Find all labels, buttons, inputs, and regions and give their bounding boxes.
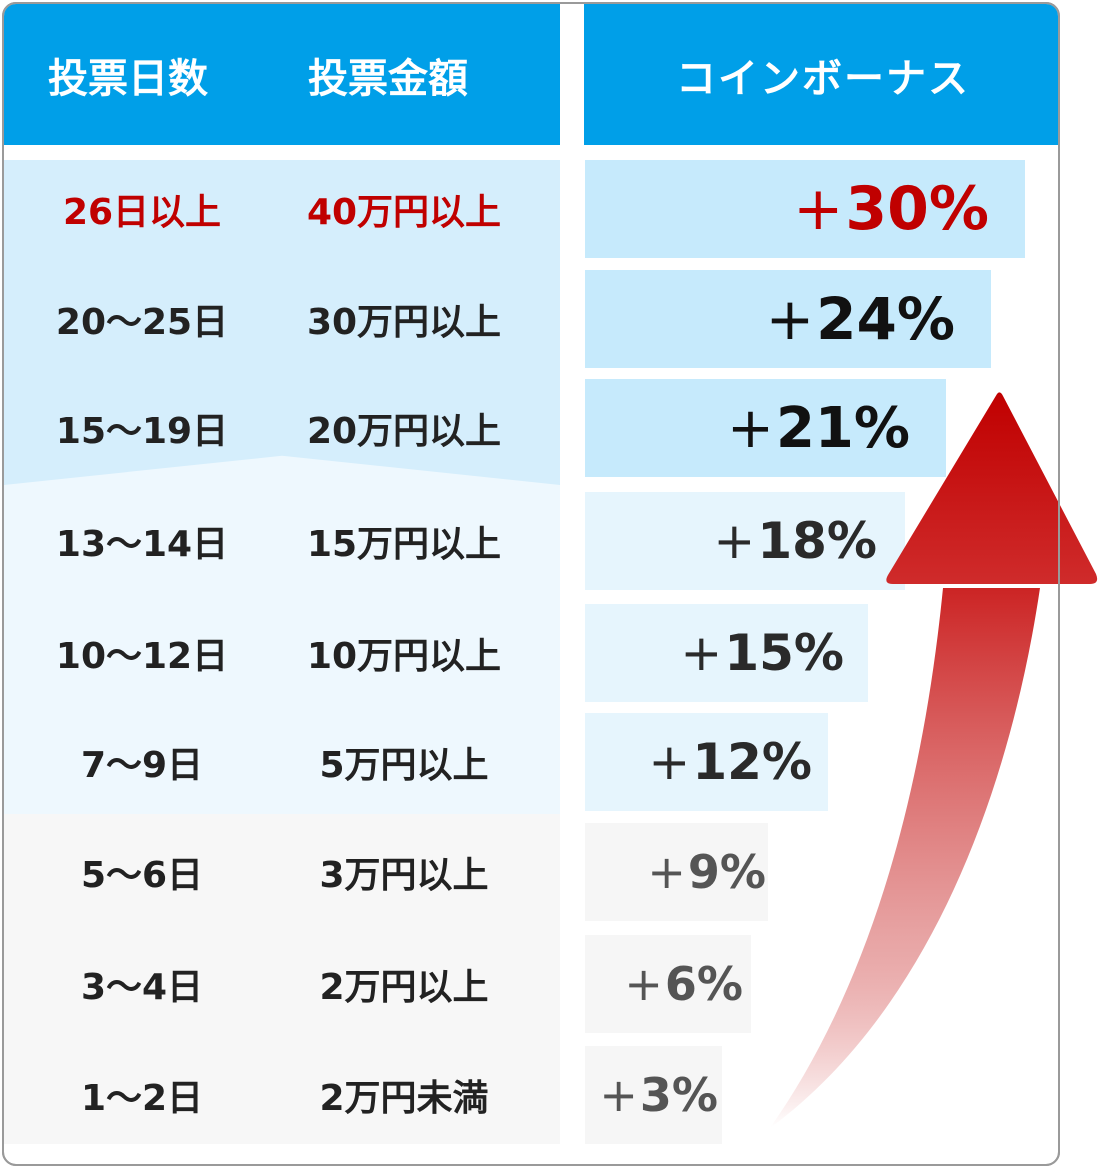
amount-cell: 15万円以上 [306, 524, 502, 565]
days-cell: 15〜19日 [55, 411, 229, 452]
days-cell: 5〜6日 [80, 855, 204, 896]
amount-cell: 3万円以上 [319, 855, 489, 896]
bonus-value: +18% [713, 512, 877, 570]
days-cell: 26日以上 [62, 192, 222, 233]
bonus-value: +6% [624, 957, 743, 1011]
amount-cell: 5万円以上 [319, 745, 489, 786]
days-cell: 7〜9日 [80, 745, 204, 786]
bonus-value: +24% [765, 285, 955, 353]
bonus-bar: +3% [585, 1046, 722, 1144]
table-row: 1〜2日 2万円未満 [4, 1046, 560, 1144]
tier-mid-background [4, 444, 560, 814]
bonus-bar: +6% [585, 935, 751, 1033]
bonus-value: +3% [599, 1068, 718, 1122]
bonus-value: +12% [648, 733, 812, 791]
header-bonus: コインボーナス [584, 4, 1058, 145]
amount-cell: 2万円以上 [319, 967, 489, 1008]
bonus-value: +21% [727, 395, 910, 461]
days-cell: 13〜14日 [55, 524, 229, 565]
tier-low-background [4, 804, 560, 1144]
table-row: 7〜9日 5万円以上 [4, 713, 560, 811]
bonus-value: +30% [793, 174, 989, 244]
header-amount: 投票金額 [308, 55, 468, 102]
bonus-bar: +9% [585, 823, 768, 921]
amount-cell: 10万円以上 [306, 636, 502, 677]
days-cell: 20〜25日 [55, 302, 229, 343]
amount-cell: 2万円未満 [319, 1078, 489, 1119]
table-row: 10〜12日 10万円以上 [4, 604, 560, 702]
bonus-bar: +24% [585, 270, 991, 368]
header-days: 投票日数 [48, 55, 208, 102]
table-row: 26日以上 40万円以上 [4, 160, 560, 258]
bonus-table: 投票日数 投票金額 コインボーナス 26日以上 40万円以上 +30% 20〜2… [2, 2, 1060, 1166]
bonus-bar: +18% [585, 492, 905, 590]
bonus-bar: +12% [585, 713, 828, 811]
tier-top-background [4, 160, 560, 485]
table-row: 13〜14日 15万円以上 [4, 492, 560, 590]
table-row: 20〜25日 30万円以上 [4, 270, 560, 368]
table-row: 15〜19日 20万円以上 [4, 379, 560, 477]
days-cell: 10〜12日 [55, 636, 229, 677]
amount-cell: 20万円以上 [306, 411, 502, 452]
days-cell: 3〜4日 [80, 967, 204, 1008]
amount-cell: 40万円以上 [306, 192, 502, 233]
table-row: 3〜4日 2万円以上 [4, 935, 560, 1033]
bonus-value: +9% [647, 845, 766, 899]
bonus-bar: +15% [585, 604, 868, 702]
bonus-bar: +21% [585, 379, 946, 477]
bonus-value: +15% [680, 624, 844, 682]
table-row: 5〜6日 3万円以上 [4, 823, 560, 921]
bonus-bar: +30% [585, 160, 1025, 258]
header-left: 投票日数 投票金額 [4, 4, 560, 145]
days-cell: 1〜2日 [80, 1078, 204, 1119]
amount-cell: 30万円以上 [306, 302, 502, 343]
